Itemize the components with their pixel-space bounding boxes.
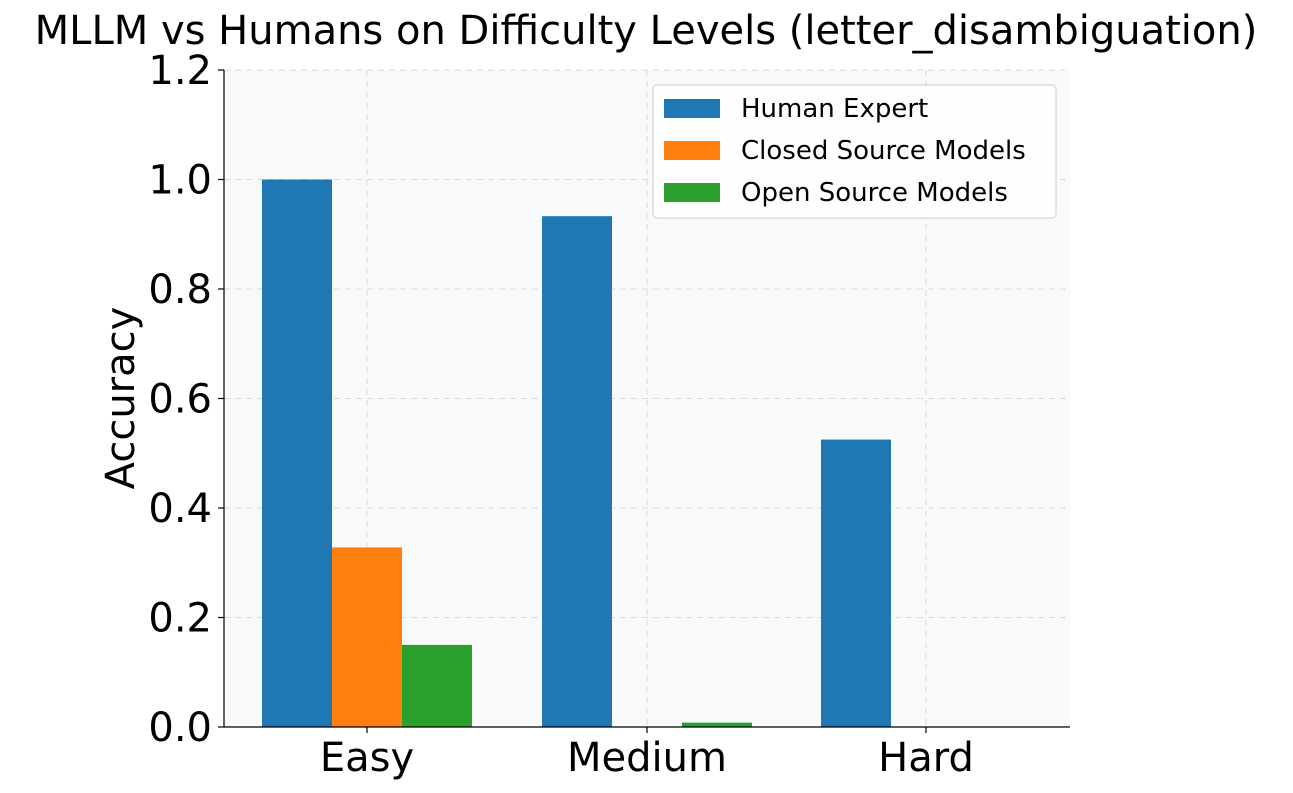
bar-medium-open-source-models <box>682 722 752 727</box>
legend-swatch <box>664 99 720 118</box>
y-tick-label: 1.2 <box>148 48 212 94</box>
x-tick-label: Easy <box>320 735 414 781</box>
y-tick-label: 0.2 <box>148 596 212 642</box>
chart-title: MLLM vs Humans on Difficulty Levels (let… <box>35 8 1258 54</box>
plot-area: 0.0 0.2 0.4 0.6 0.8 1.0 1.2 Easy Medium Hard Human… <box>148 48 1070 781</box>
bar-easy-closed-source-models <box>332 547 402 727</box>
x-tick-label: Medium <box>567 735 727 781</box>
legend-box <box>652 84 1057 219</box>
legend-label: Closed Source Models <box>741 136 1026 166</box>
y-tick-label: 0.4 <box>148 486 212 532</box>
legend-swatch <box>664 183 720 202</box>
bar-easy-open-source-models <box>402 644 472 727</box>
legend-label: Open Source Models <box>741 178 1008 208</box>
bar-easy-human-expert <box>262 179 332 727</box>
y-tick-label: 0.6 <box>148 377 212 423</box>
bar-medium-human-expert <box>542 216 612 727</box>
legend-label: Human Expert <box>741 94 928 124</box>
y-tick-label: 0.0 <box>148 705 212 751</box>
y-tick-label: 0.8 <box>148 267 212 313</box>
legend-swatch <box>664 141 720 160</box>
legend: Human Expert Closed Source Models Open Sou… <box>652 84 1057 219</box>
y-axis-label: Accuracy <box>98 307 144 490</box>
y-tick-label: 1.0 <box>148 158 212 204</box>
x-tick-label: Hard <box>878 735 974 781</box>
bar-hard-human-expert <box>821 439 891 727</box>
